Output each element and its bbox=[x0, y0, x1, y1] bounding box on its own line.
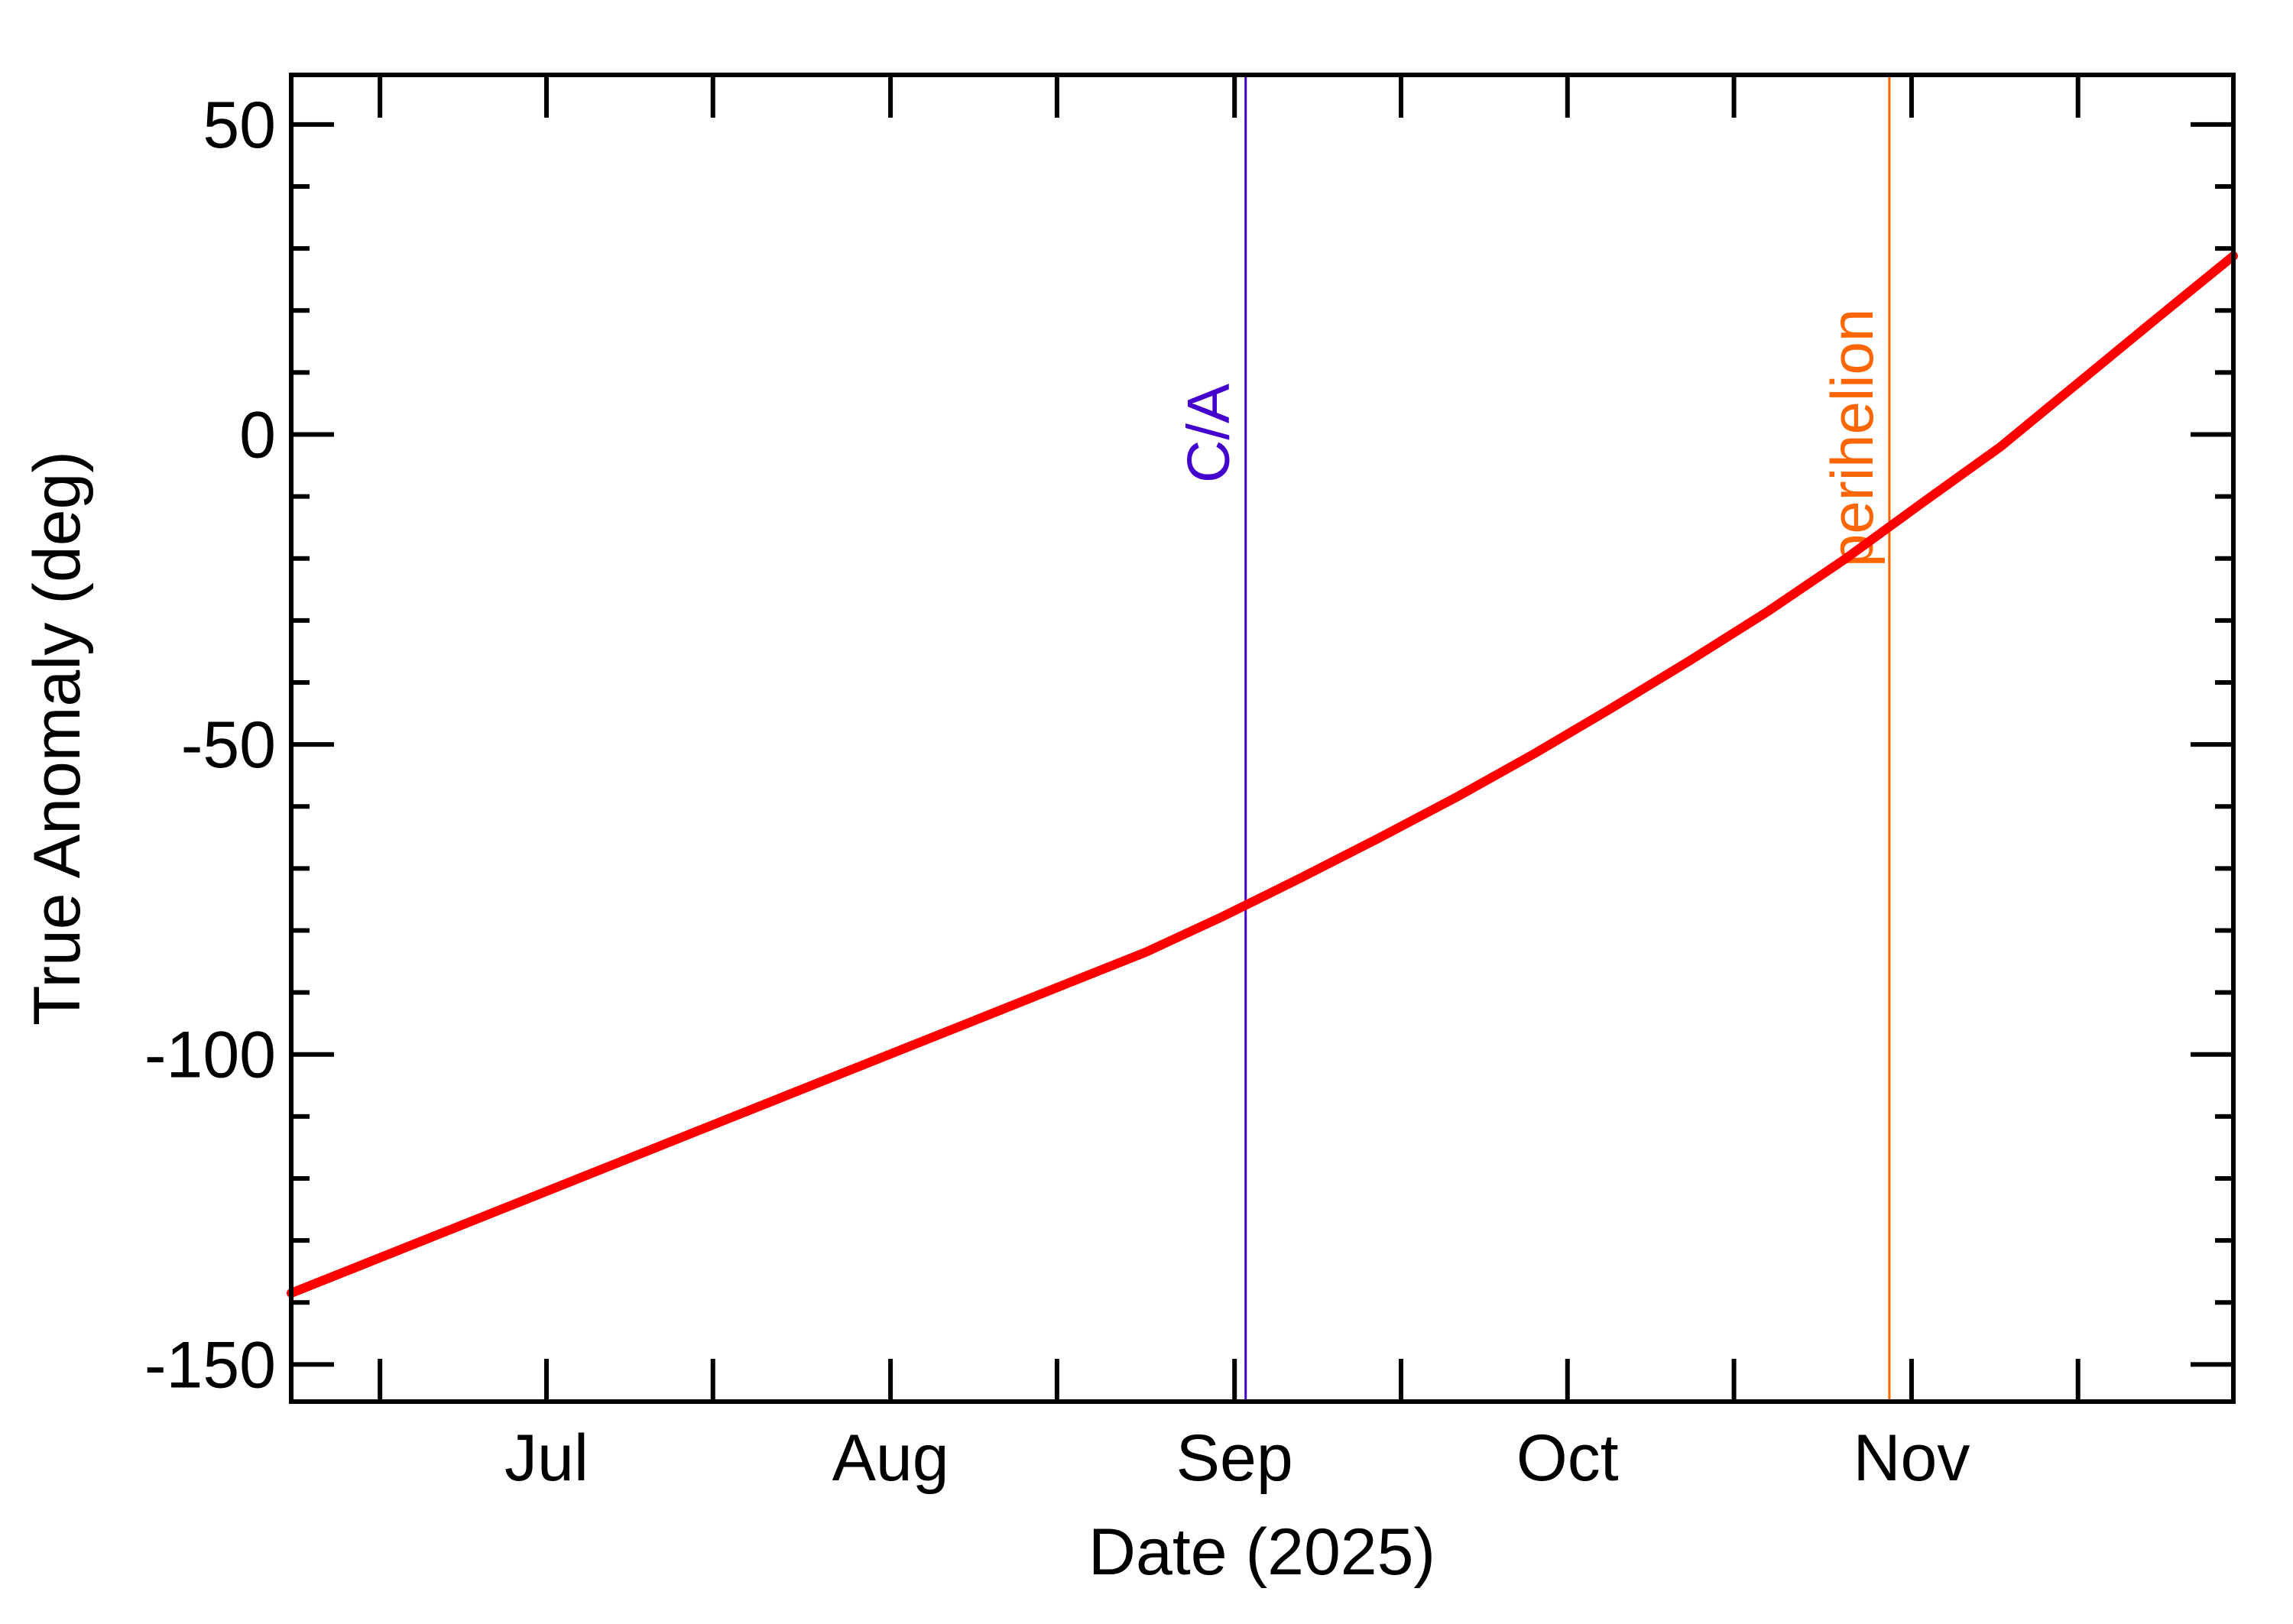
event-label-perihelion: perihelion bbox=[1818, 309, 1886, 567]
x-tick-label-sep: Sep bbox=[1176, 1421, 1293, 1495]
chart-marks: C/A perihelion bbox=[287, 75, 2238, 1402]
axis-ticks: Jul Aug Sep Oct Nov 50 0 -50 -100 -150 bbox=[144, 75, 2233, 1495]
event-label-c-a: C/A bbox=[1175, 384, 1242, 483]
y-axis-label: True Anomaly (deg) bbox=[21, 451, 94, 1026]
x-tick-label-nov: Nov bbox=[1853, 1421, 1970, 1495]
y-tick-label--50: -50 bbox=[181, 708, 276, 782]
y-tick-label-50: 50 bbox=[203, 89, 276, 162]
y-tick-label-0: 0 bbox=[239, 399, 276, 472]
x-tick-label-jul: Jul bbox=[504, 1421, 589, 1495]
x-tick-label-aug: Aug bbox=[832, 1421, 949, 1495]
y-tick-label--150: -150 bbox=[144, 1328, 276, 1402]
plot-frame bbox=[289, 73, 2236, 1404]
y-tick-label--100: -100 bbox=[144, 1019, 276, 1092]
series-line-0 bbox=[287, 251, 2238, 1298]
x-axis-label: Date (2025) bbox=[1088, 1515, 1435, 1589]
x-tick-label-oct: Oct bbox=[1516, 1421, 1619, 1495]
